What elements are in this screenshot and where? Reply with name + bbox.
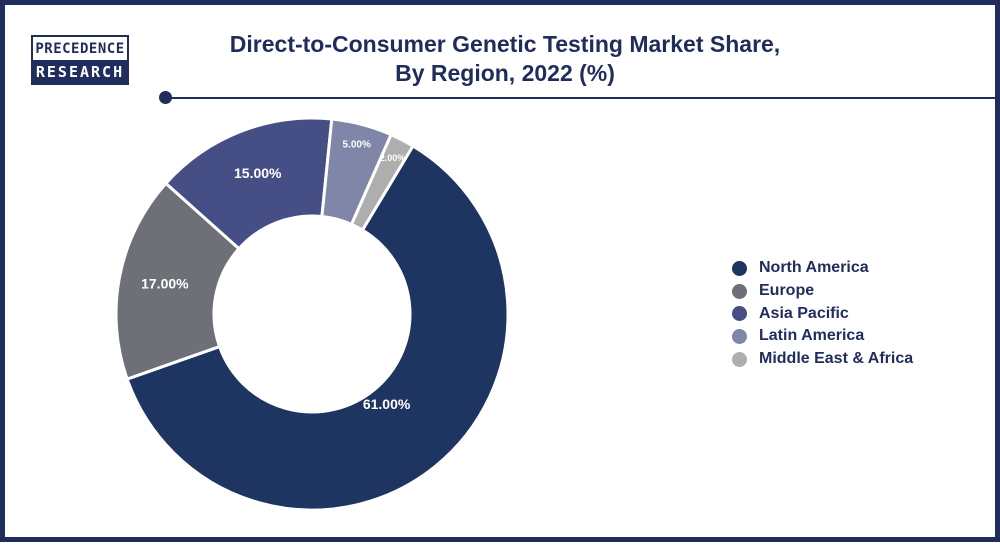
legend-swatch [732,328,747,344]
legend-label: Europe [759,282,815,300]
chart-title-line: By Region, 2022 (%) [395,60,615,86]
legend-item: Europe [732,280,913,303]
legend-item: North America [732,257,913,280]
legend-item: Latin America [732,325,913,348]
data-label-middle-east-africa: 2.00% [380,153,406,163]
legend-label: Latin America [759,327,865,345]
data-label-latin-america: 5.00% [343,139,371,150]
legend-label: North America [759,259,869,277]
donut-slice-middle-east-africa [349,132,416,233]
legend-item: Asia Pacific [732,302,913,325]
donut-slice-north-america [125,143,510,512]
data-label-europe: 17.00% [141,276,189,292]
legend-item: Middle East & Africa [732,348,913,371]
chart-title-line: Direct-to-Consumer Genetic Testing Marke… [229,31,781,57]
legend-label: Asia Pacific [759,304,849,322]
legend-swatch [732,283,747,299]
chart-legend: North America Europe Asia Pacific Latin Ame… [732,257,913,370]
donut-chart: 61.00% 17.00% 15.00% 5.00% 2.00% [114,116,510,512]
brand-logo-line2: RESEARCH [33,60,127,83]
legend-swatch [732,306,747,322]
brand-logo-line1: PRECEDENCE [35,40,125,57]
legend-swatch [732,351,747,367]
donut-slice-europe [114,181,242,382]
legend-label: Middle East & Africa [759,350,914,368]
chart-title: Direct-to-Consumer Genetic Testing Marke… [205,30,805,88]
brand-logo: PRECEDENCE RESEARCH [31,35,129,85]
title-rule-line [165,96,1000,99]
data-label-north-america: 61.00% [363,396,411,412]
data-label-asia-pacific: 15.00% [234,165,282,181]
legend-swatch [732,260,747,276]
